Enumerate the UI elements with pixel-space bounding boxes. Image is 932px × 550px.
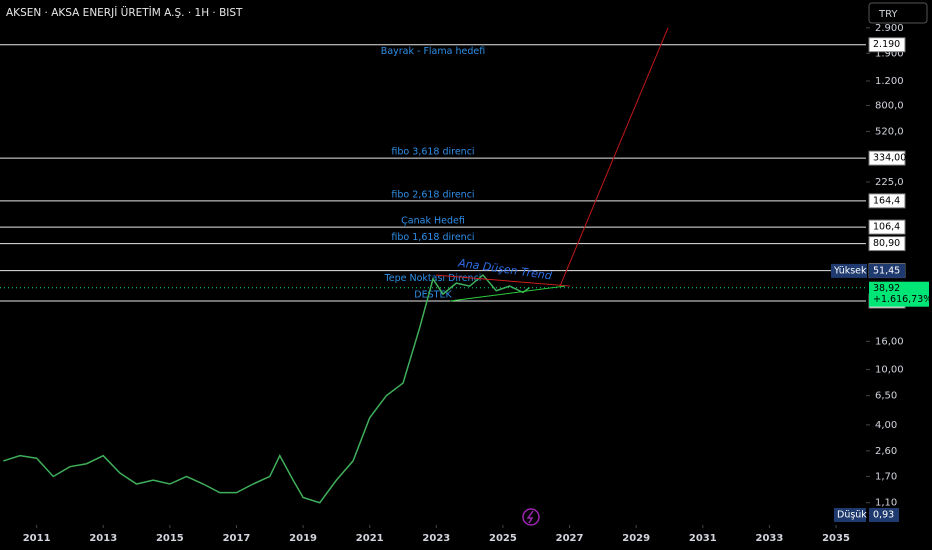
- level-price-box: [868, 236, 906, 252]
- y-tick-label: 16,00: [875, 336, 904, 347]
- high-value: 51,45: [873, 265, 900, 276]
- low-value: 0,93: [873, 510, 894, 521]
- level-price: 334,00: [873, 153, 906, 164]
- low-name: Düşük: [837, 510, 867, 521]
- y-tick-label: 6,50: [875, 391, 897, 402]
- y-tick-label: 4,00: [875, 420, 897, 431]
- last-change: +1.616,73%: [873, 294, 932, 305]
- x-tick-label: 2019: [289, 533, 317, 544]
- level-label: DESTEK: [414, 290, 452, 301]
- x-tick-label: 2011: [23, 533, 51, 544]
- level-price: 106,4: [873, 222, 900, 233]
- level-price-box: [868, 150, 906, 166]
- x-tick-label: 2013: [89, 533, 117, 544]
- y-tick-label: 520,0: [875, 126, 904, 137]
- y-tick-label: 2.900: [875, 23, 904, 34]
- x-tick-label: 2035: [822, 533, 850, 544]
- projection: [559, 27, 669, 287]
- level-label: fibo 3,618 direnci: [391, 147, 474, 158]
- level-price-box: [868, 219, 906, 235]
- level-price: 164,4: [873, 195, 900, 206]
- high-name-box: [831, 263, 867, 278]
- y-tick-label: 10,00: [875, 365, 904, 376]
- currency-button[interactable]: [868, 2, 928, 24]
- chart-title: AKSEN · AKSA ENERJİ ÜRETİM A.Ş. · 1H · B…: [6, 6, 243, 19]
- level-price: 2.190: [873, 39, 900, 50]
- price-line: [3, 274, 531, 504]
- rising-trend: [449, 285, 566, 302]
- last-box: [869, 281, 929, 307]
- y-tick-label: 2,60: [875, 446, 897, 457]
- currency-label: TRY: [878, 9, 898, 20]
- y-tick-label: 1.900: [875, 48, 904, 59]
- level-price-box: [868, 37, 906, 53]
- x-tick-label: 2027: [556, 533, 584, 544]
- high-name: Yüksek: [833, 265, 867, 276]
- level-label: Çanak Hedefi: [401, 216, 465, 227]
- alert-bolt: [526, 510, 534, 524]
- low-box: [869, 508, 899, 522]
- y-tick-label: 1,10: [875, 498, 897, 509]
- falling-trend: [435, 274, 571, 287]
- x-tick-label: 2029: [622, 533, 650, 544]
- y-tick-label: 1.200: [875, 76, 904, 87]
- x-tick-label: 2033: [755, 533, 783, 544]
- alert-icon[interactable]: [522, 508, 540, 526]
- y-tick-label: 225,0: [875, 177, 904, 188]
- x-tick-label: 2021: [356, 533, 384, 544]
- y-tick-label: 1,70: [875, 471, 897, 482]
- low-name-box: [834, 508, 866, 522]
- x-tick-label: 2023: [422, 533, 450, 544]
- high-box: [869, 263, 905, 278]
- y-tick-label: 800,0: [875, 100, 904, 111]
- level-label: fibo 2,618 direnci: [391, 189, 474, 200]
- level-label: fibo 1,618 direnci: [391, 232, 474, 243]
- x-tick-label: 2025: [489, 533, 517, 544]
- level-label: Bayrak - Flama hedefi: [381, 46, 485, 57]
- level-price: 80,90: [873, 238, 900, 249]
- last-value: 38,92: [873, 283, 900, 294]
- x-tick-label: 2017: [223, 533, 251, 544]
- x-tick-label: 2015: [156, 533, 184, 544]
- level-price-box: [868, 193, 906, 209]
- x-tick-label: 2031: [689, 533, 717, 544]
